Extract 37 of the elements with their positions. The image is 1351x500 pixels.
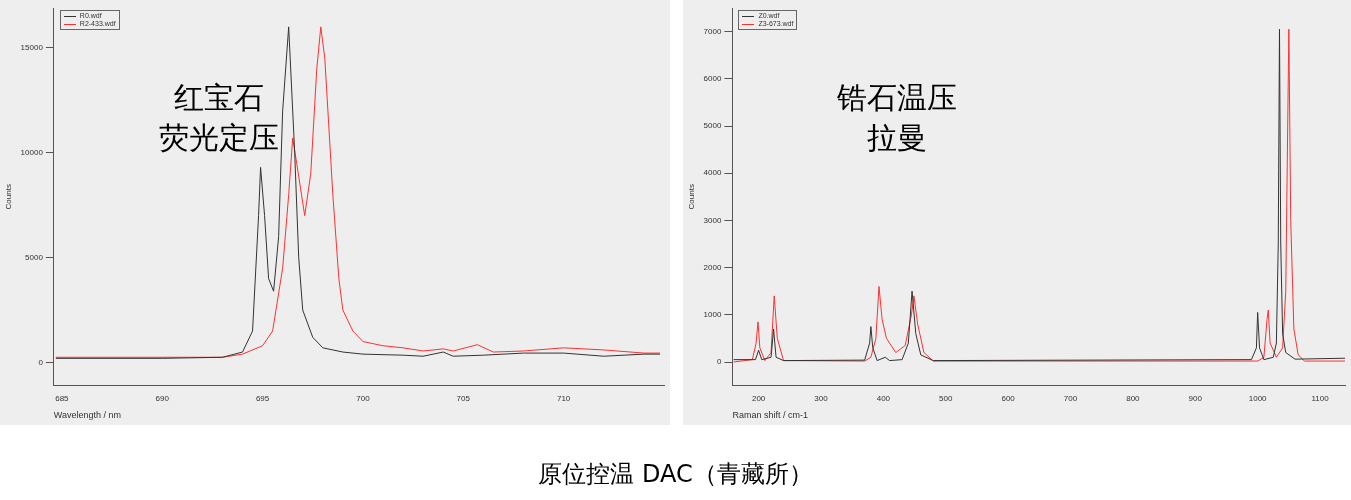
y-tick-label: 5000 [703, 121, 722, 131]
x-tick-label: 695 [255, 393, 270, 403]
y-tick-label: 3000 [703, 215, 722, 225]
annotation: 红宝石 [172, 79, 265, 117]
annotation: 锆石温压 [836, 79, 959, 117]
annotation: 荧光定压 [157, 119, 280, 157]
y-tick-label: 10000 [20, 147, 44, 157]
x-tick-label: 710 [556, 393, 571, 403]
x-tick-label: 705 [456, 393, 471, 403]
x-tick-label: 1100 [1311, 393, 1330, 403]
y-tick-label: 1000 [703, 310, 722, 319]
y-tick-label: 6000 [703, 74, 722, 83]
x-axis-title: Wavelength / nm [53, 410, 122, 421]
x-tick-label: 600 [1001, 393, 1016, 403]
x-tick-label: 800 [1126, 393, 1141, 403]
text: 原位控温 DAC（青藏所） [537, 459, 814, 490]
y-tick-label: 5000 [25, 252, 44, 262]
x-tick-label: 685 [55, 393, 70, 403]
y-tick-label: 7000 [703, 26, 722, 36]
y-tick-label: 15000 [20, 43, 44, 53]
x-tick-label: 500 [939, 393, 953, 403]
x-tick-label: 1000 [1248, 393, 1268, 403]
x-tick-label: 400 [876, 393, 891, 403]
y-tick-label: 0 [716, 357, 722, 367]
x-tick-label: 900 [1188, 393, 1203, 403]
x-tick-label: 690 [155, 393, 170, 403]
x-axis-title: Raman shift / cm-1 [732, 410, 808, 421]
x-tick-label: 300 [814, 393, 829, 403]
y-axis-title: Counts [4, 184, 13, 210]
x-tick-label: 700 [356, 393, 371, 403]
y-axis-title: Counts [687, 184, 696, 210]
y-tick-label: 4000 [703, 168, 722, 178]
y-tick-label: 0 [38, 357, 44, 367]
x-tick-label: 200 [751, 393, 766, 403]
y-tick-label: 2000 [703, 262, 722, 272]
annotation: 拉曼 [866, 119, 929, 157]
x-tick-label: 700 [1063, 393, 1078, 403]
